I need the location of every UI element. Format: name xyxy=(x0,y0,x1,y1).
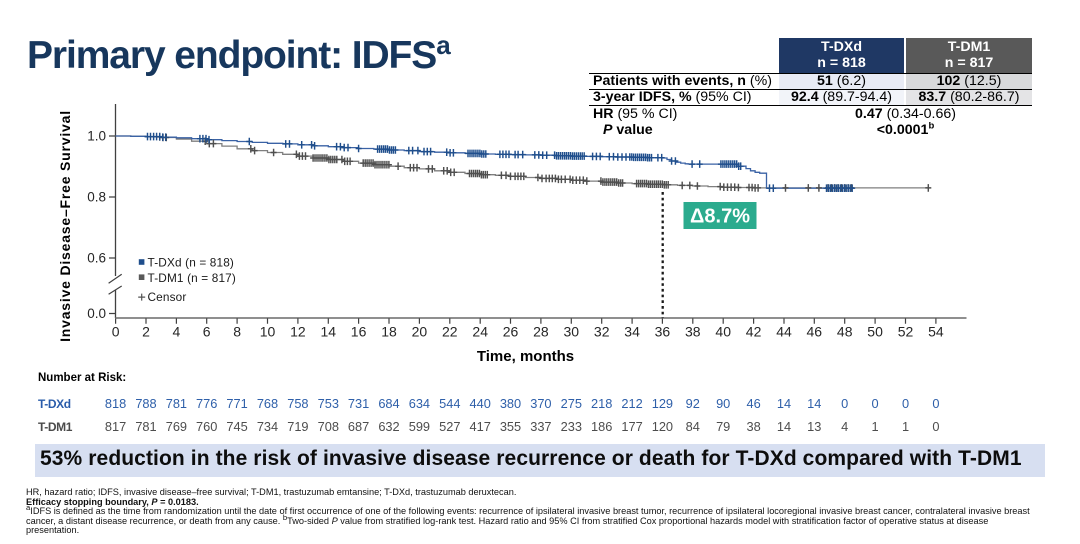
svg-text:32: 32 xyxy=(594,324,610,340)
svg-text:T-DXd (n = 818): T-DXd (n = 818) xyxy=(148,256,235,270)
svg-text:1.0: 1.0 xyxy=(87,129,106,144)
svg-text:6: 6 xyxy=(203,324,211,340)
svg-text:Δ8.7%: Δ8.7% xyxy=(690,206,750,228)
svg-text:22: 22 xyxy=(442,324,458,340)
svg-text:24: 24 xyxy=(472,324,488,340)
svg-text:Time, months: Time, months xyxy=(477,348,574,365)
svg-text:0: 0 xyxy=(112,324,120,340)
svg-text:8: 8 xyxy=(233,324,241,340)
svg-text:34: 34 xyxy=(624,324,640,340)
svg-text:0.0: 0.0 xyxy=(87,306,106,321)
svg-text:18: 18 xyxy=(381,324,397,340)
svg-text:38: 38 xyxy=(685,324,701,340)
svg-text:48: 48 xyxy=(837,324,853,340)
svg-text:Invasive Disease–Free Surviv: Invasive Disease–Free Survival xyxy=(57,110,73,342)
svg-text:28: 28 xyxy=(533,324,549,340)
svg-text:30: 30 xyxy=(564,324,580,340)
svg-text:20: 20 xyxy=(412,324,428,340)
svg-text:36: 36 xyxy=(655,324,671,340)
svg-text:42: 42 xyxy=(746,324,762,340)
svg-text:52: 52 xyxy=(898,324,914,340)
svg-text:44: 44 xyxy=(776,324,792,340)
svg-text:10: 10 xyxy=(260,324,276,340)
svg-text:46: 46 xyxy=(807,324,823,340)
svg-text:0.8: 0.8 xyxy=(87,190,106,205)
svg-text:50: 50 xyxy=(867,324,883,340)
svg-text:0.6: 0.6 xyxy=(87,251,106,266)
svg-text:14: 14 xyxy=(321,324,337,340)
svg-text:T-DM1 (n = 817): T-DM1 (n = 817) xyxy=(148,271,236,285)
svg-text:Censor: Censor xyxy=(148,290,187,304)
svg-text:12: 12 xyxy=(290,324,306,340)
svg-text:16: 16 xyxy=(351,324,367,340)
svg-text:26: 26 xyxy=(503,324,519,340)
svg-text:54: 54 xyxy=(928,324,944,340)
svg-text:2: 2 xyxy=(142,324,150,340)
svg-text:4: 4 xyxy=(173,324,181,340)
svg-text:40: 40 xyxy=(715,324,731,340)
